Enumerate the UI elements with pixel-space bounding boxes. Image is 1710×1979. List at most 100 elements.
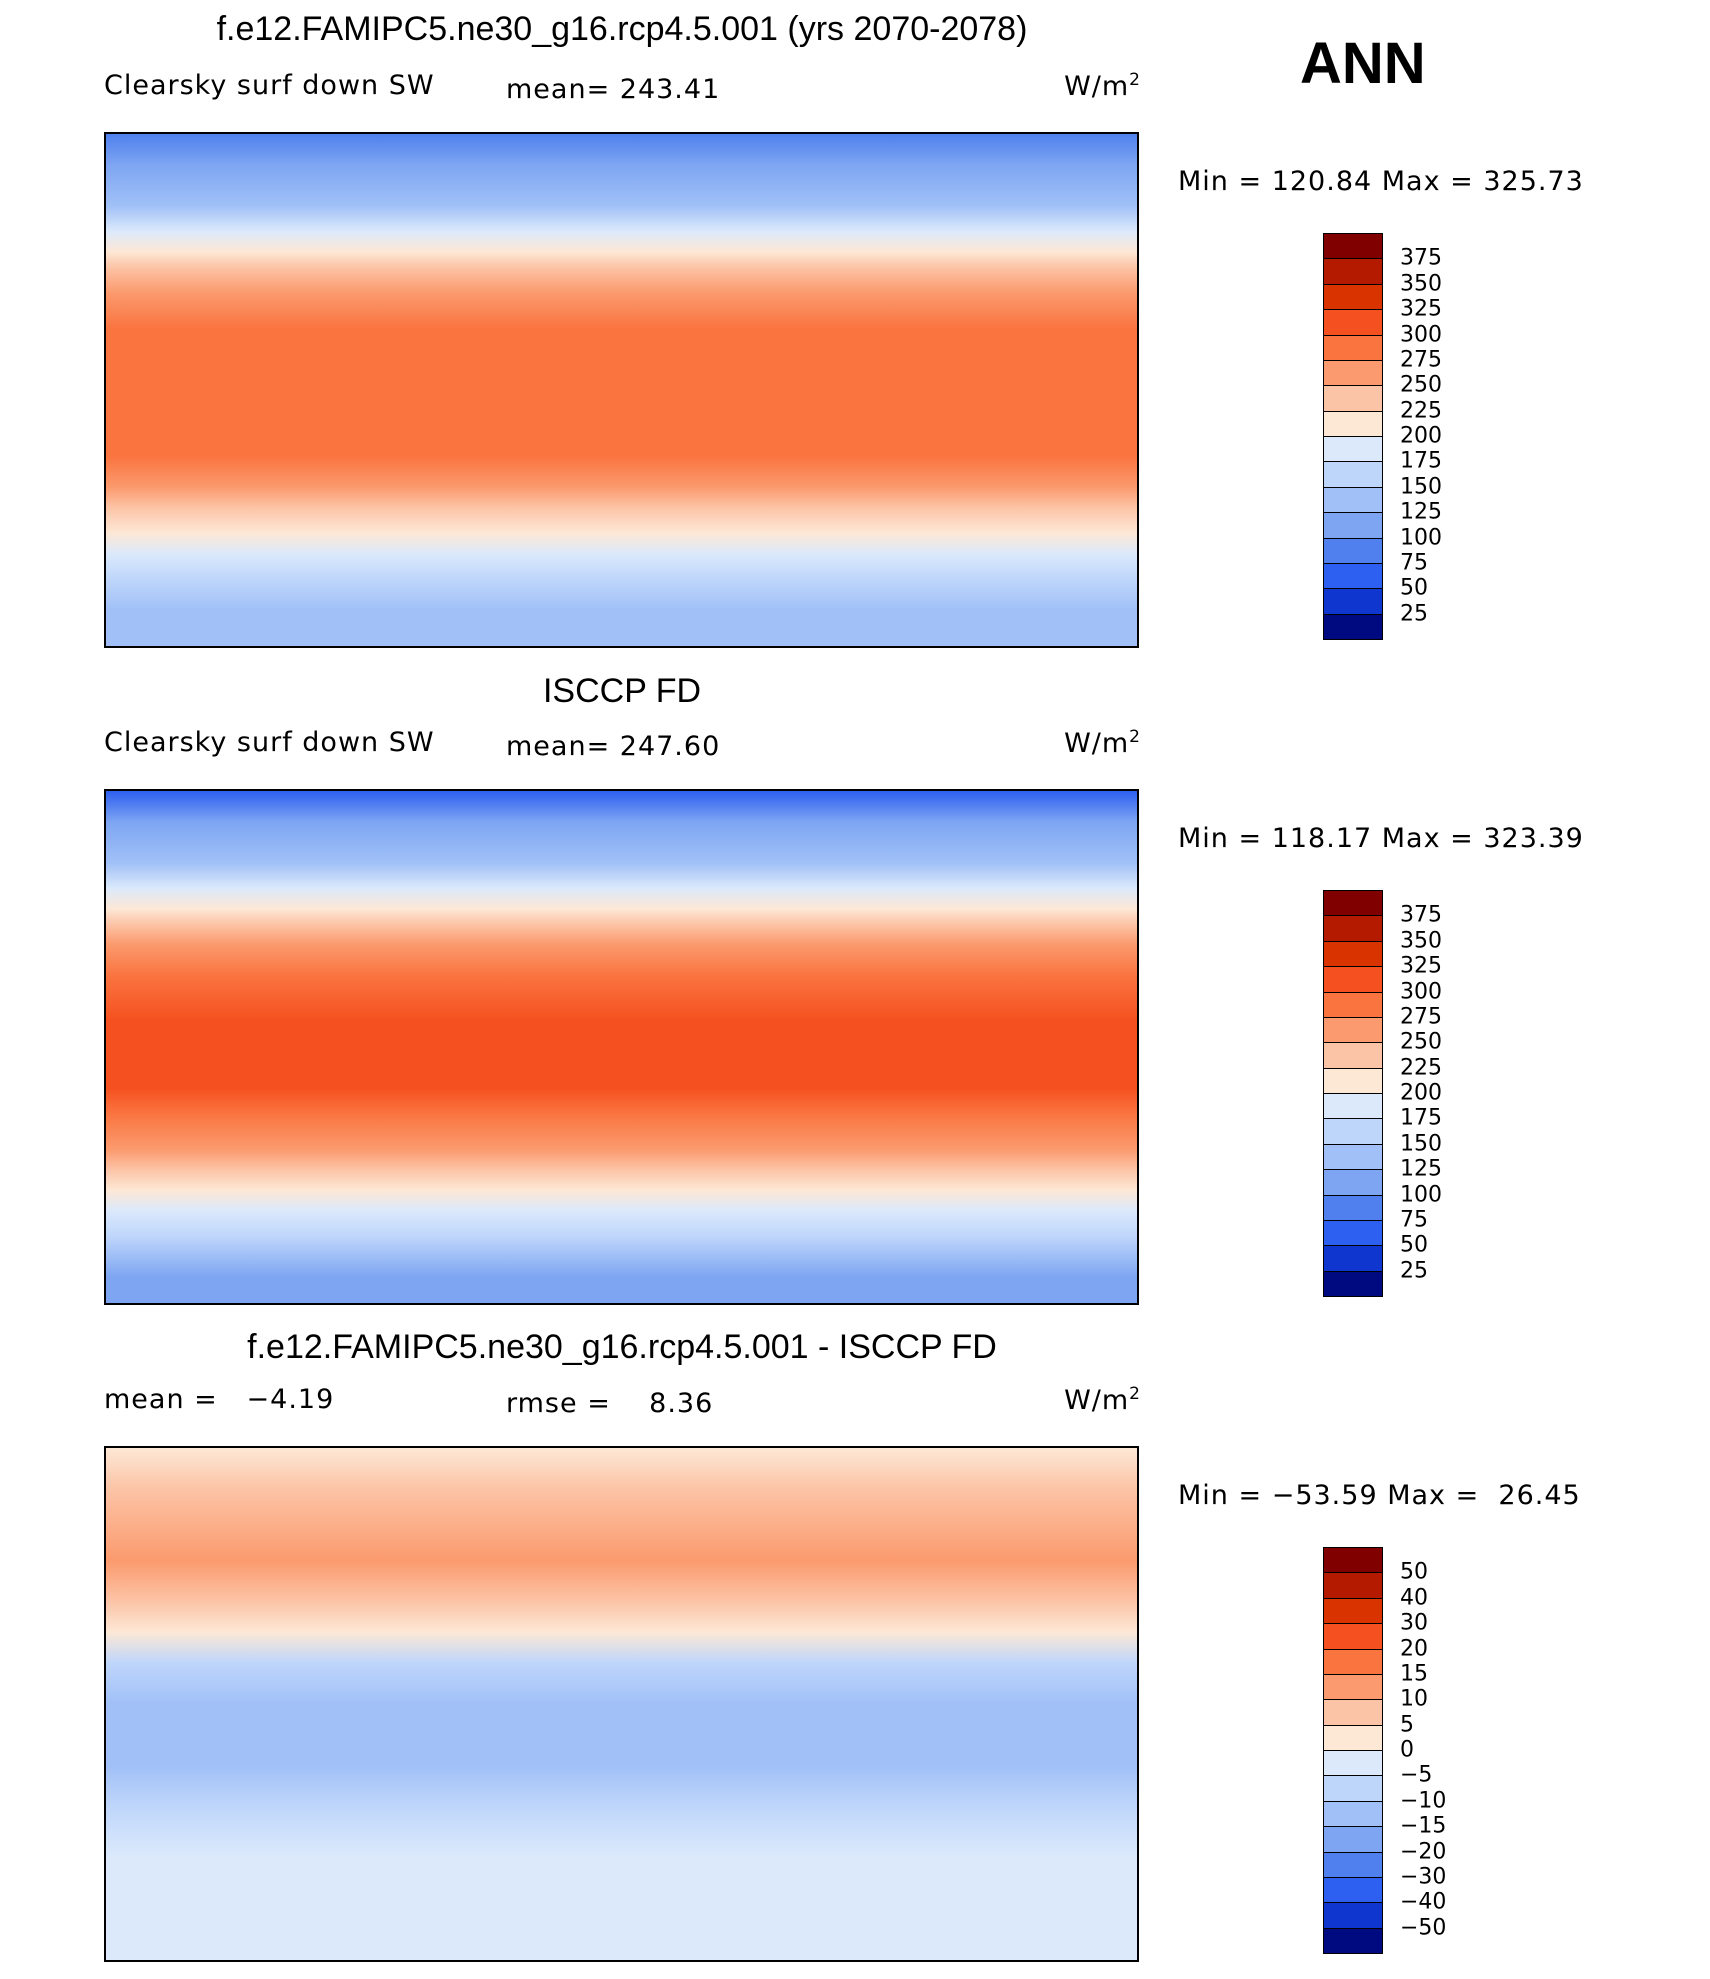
colorbar-segment: [1323, 1927, 1383, 1954]
colorbar-label: 175: [1400, 1105, 1442, 1131]
colorbar-segment: [1323, 258, 1383, 285]
colorbar-segment: [1323, 1042, 1383, 1069]
colorbar-segment: [1323, 283, 1383, 311]
panel-middle-label: mean= 243.41: [506, 74, 721, 105]
panel-middle-label: rmse = 8.36: [506, 1388, 714, 1419]
colorbar-label: 75: [1400, 550, 1428, 576]
colorbar-label: 15: [1400, 1661, 1428, 1687]
units-label: W/m2: [1064, 70, 1141, 102]
colorbar-segment: [1323, 1143, 1383, 1171]
panel-title: f.e12.FAMIPC5.ne30_g16.rcp4.5.001 - ISCC…: [247, 1328, 997, 1366]
colorbar-segment: [1323, 359, 1383, 387]
colorbar-label: 325: [1400, 953, 1442, 979]
colorbar-label: −5: [1400, 1762, 1433, 1788]
colorbar-label: 100: [1400, 1182, 1442, 1207]
colorbar-segment: [1323, 1750, 1383, 1777]
colorbar-segment: [1323, 588, 1383, 615]
colorbar-label: 100: [1400, 525, 1442, 550]
colorbar-label: 350: [1400, 271, 1442, 297]
colorbar-segment: [1323, 613, 1383, 640]
colorbar-segment: [1323, 966, 1383, 993]
colorbar-label: 200: [1400, 423, 1442, 449]
colorbar-label: 50: [1400, 1232, 1428, 1258]
colorbar-label: 300: [1400, 979, 1442, 1004]
colorbar-segment: [1323, 915, 1383, 942]
season-label: ANN: [1300, 31, 1426, 96]
colorbar-segment: [1323, 334, 1383, 361]
colorbar-label: −40: [1400, 1889, 1447, 1915]
colorbar-segment: [1323, 1876, 1383, 1904]
colorbar-segment: [1323, 309, 1383, 336]
colorbar-label: 375: [1400, 902, 1442, 928]
colorbar-segment: [1323, 1724, 1383, 1751]
colorbar-segment: [1323, 486, 1383, 514]
colorbar-segment: [1323, 1826, 1383, 1853]
colorbar-label: 275: [1400, 1004, 1442, 1030]
colorbar-label: 225: [1400, 1055, 1442, 1081]
colorbar-label: 325: [1400, 296, 1442, 322]
range-label: Min = 118.17 Max = 323.39: [1178, 823, 1584, 854]
colorbar-segment: [1323, 537, 1383, 564]
colorbar-label: 275: [1400, 347, 1442, 373]
colorbar-segment: [1323, 461, 1383, 488]
range-label: Min = 120.84 Max = 325.73: [1178, 166, 1584, 197]
panel-left-label: Clearsky surf down SW: [104, 727, 435, 758]
colorbar-label: 25: [1400, 1258, 1428, 1284]
colorbar-segment: [1323, 1194, 1383, 1221]
panel-left-label: Clearsky surf down SW: [104, 70, 435, 101]
colorbar-segment: [1323, 410, 1383, 437]
colorbar-segment: [1323, 1093, 1383, 1120]
colorbar-label: 10: [1400, 1686, 1428, 1712]
units-label: W/m2: [1064, 1384, 1141, 1416]
colorbar-label: 50: [1400, 1559, 1428, 1585]
colorbar-label: −15: [1400, 1813, 1447, 1839]
colorbar-segment: [1323, 1673, 1383, 1701]
colorbar-segment: [1323, 436, 1383, 463]
colorbar-label: 30: [1400, 1610, 1428, 1636]
colorbar-label: 125: [1400, 499, 1442, 525]
map: [104, 132, 1139, 648]
colorbar-segment: [1323, 991, 1383, 1018]
colorbar-segment: [1323, 940, 1383, 968]
colorbar-label: 75: [1400, 1207, 1428, 1233]
colorbar-label: −20: [1400, 1839, 1447, 1864]
colorbar-label: 50: [1400, 575, 1428, 601]
colorbar-segment: [1323, 1597, 1383, 1625]
colorbar-segment: [1323, 1902, 1383, 1929]
panel-middle-label: mean= 247.60: [506, 731, 721, 762]
colorbar-label: 5: [1400, 1712, 1414, 1738]
colorbar-label: 25: [1400, 601, 1428, 627]
colorbar-label: 0: [1400, 1737, 1414, 1763]
colorbar-segment: [1323, 1623, 1383, 1650]
colorbar-segment: [1323, 1118, 1383, 1145]
colorbar-segment: [1323, 1699, 1383, 1726]
colorbar-label: 150: [1400, 1131, 1442, 1157]
colorbar-segment: [1323, 1775, 1383, 1802]
colorbar-segment: [1323, 562, 1383, 590]
colorbar-label: 375: [1400, 245, 1442, 271]
colorbar-label: 250: [1400, 372, 1442, 398]
colorbar-segment: [1323, 1219, 1383, 1247]
map: [104, 789, 1139, 1305]
colorbar-label: −10: [1400, 1788, 1447, 1814]
units-superscript: 2: [1129, 1384, 1141, 1404]
colorbar-segment: [1323, 1572, 1383, 1599]
colorbar-label: 300: [1400, 322, 1442, 347]
colorbar-label: 250: [1400, 1029, 1442, 1055]
panel-title: f.e12.FAMIPC5.ne30_g16.rcp4.5.001 (yrs 2…: [216, 10, 1028, 48]
colorbar-label: 125: [1400, 1156, 1442, 1182]
range-label: Min = −53.59 Max = 26.45: [1178, 1480, 1581, 1511]
colorbar-label: −50: [1400, 1915, 1447, 1941]
panel-title: ISCCP FD: [542, 672, 702, 710]
colorbar-segment: [1323, 512, 1383, 539]
units-superscript: 2: [1129, 727, 1141, 747]
colorbar-segment: [1323, 1169, 1383, 1196]
colorbar-label: 350: [1400, 928, 1442, 954]
colorbar-segment: [1323, 1648, 1383, 1675]
colorbar-label: 175: [1400, 448, 1442, 474]
colorbar-segment: [1323, 1800, 1383, 1828]
colorbar-segment: [1323, 385, 1383, 412]
colorbar-label: −30: [1400, 1864, 1447, 1890]
colorbar-segment: [1323, 1067, 1383, 1094]
